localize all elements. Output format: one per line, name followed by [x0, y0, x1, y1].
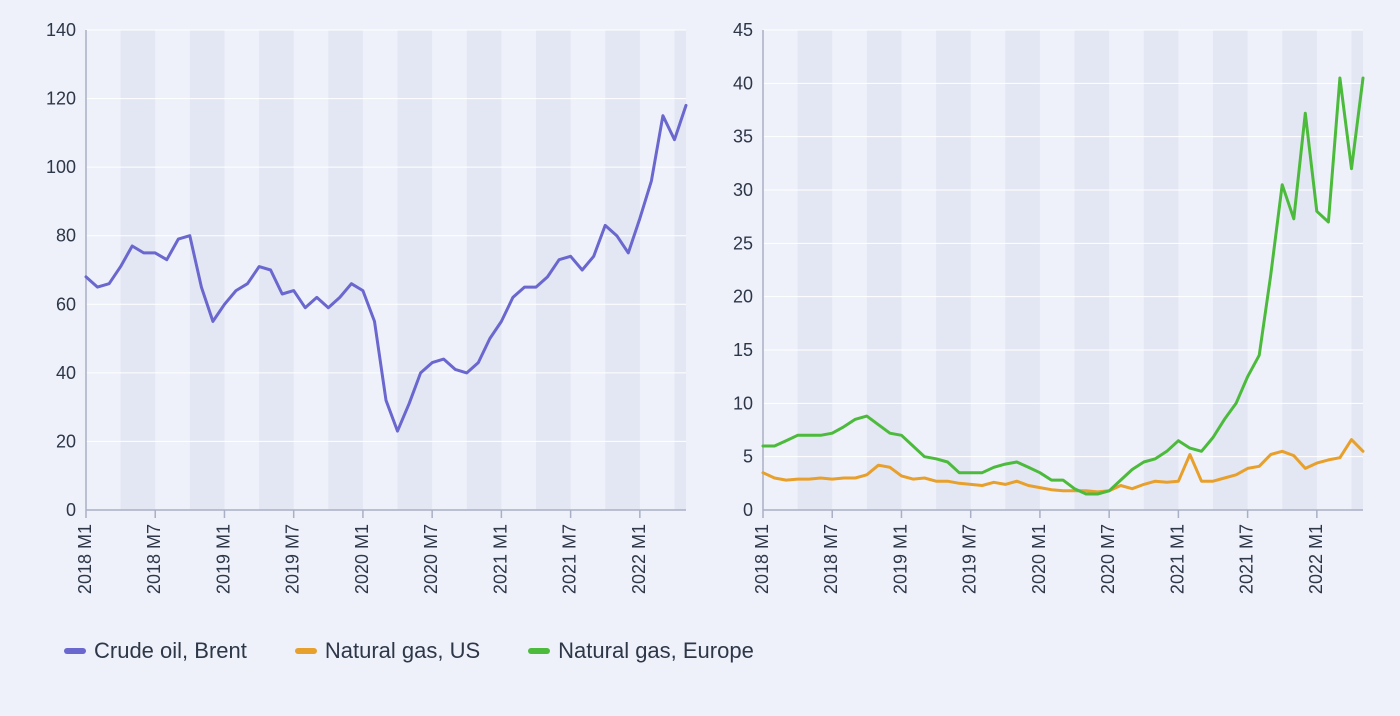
svg-text:25: 25 — [733, 233, 753, 253]
svg-text:0: 0 — [66, 500, 76, 520]
legend-swatch-crude — [64, 648, 86, 654]
svg-text:45: 45 — [733, 20, 753, 40]
charts-row: 0204060801001201402018 M12018 M72019 M12… — [0, 0, 1400, 630]
right-chart: 0 5 10 15 20 25 30 35 40 45 2018 M1 2018 M7 2019 M1 2… — [707, 20, 1370, 630]
svg-text:140: 140 — [46, 20, 76, 40]
svg-text:80: 80 — [56, 226, 76, 246]
svg-text:2020 M7: 2020 M7 — [421, 524, 441, 594]
legend: Crude oil, Brent Natural gas, US Natural… — [0, 630, 1400, 664]
svg-text:100: 100 — [46, 157, 76, 177]
series-gas_eu — [763, 78, 1363, 494]
svg-text:2018 M7: 2018 M7 — [821, 524, 841, 594]
series-crude — [86, 105, 686, 431]
svg-text:35: 35 — [733, 127, 753, 147]
svg-text:20: 20 — [733, 287, 753, 307]
legend-item-crude: Crude oil, Brent — [64, 638, 247, 664]
svg-text:30: 30 — [733, 180, 753, 200]
svg-text:2018 M1: 2018 M1 — [75, 524, 95, 594]
svg-text:2019 M7: 2019 M7 — [960, 524, 980, 594]
svg-text:15: 15 — [733, 340, 753, 360]
svg-text:2021 M1: 2021 M1 — [490, 524, 510, 594]
svg-text:10: 10 — [733, 393, 753, 413]
svg-text:40: 40 — [56, 363, 76, 383]
svg-text:2020 M7: 2020 M7 — [1098, 524, 1118, 594]
svg-text:5: 5 — [743, 447, 753, 467]
svg-text:2020 M1: 2020 M1 — [352, 524, 372, 594]
svg-text:2020 M1: 2020 M1 — [1029, 524, 1049, 594]
series-gas_us — [763, 440, 1363, 492]
svg-text:40: 40 — [733, 73, 753, 93]
legend-item-gas-us: Natural gas, US — [295, 638, 480, 664]
svg-text:2022 M1: 2022 M1 — [629, 524, 649, 594]
legend-label-gas-eu: Natural gas, Europe — [558, 638, 754, 664]
svg-text:2022 M1: 2022 M1 — [1306, 524, 1326, 594]
left-chart: 0 20 40 60 80 100 120 140 2018 M1 2018 M7 2019 M1 2… — [30, 20, 693, 630]
legend-label-gas-us: Natural gas, US — [325, 638, 480, 664]
svg-text:2021 M7: 2021 M7 — [1237, 524, 1257, 594]
legend-item-gas-eu: Natural gas, Europe — [528, 638, 754, 664]
svg-text:0: 0 — [743, 500, 753, 520]
svg-text:2021 M1: 2021 M1 — [1167, 524, 1187, 594]
svg-text:20: 20 — [56, 431, 76, 451]
svg-text:2018 M1: 2018 M1 — [752, 524, 772, 594]
svg-text:2018 M7: 2018 M7 — [144, 524, 164, 594]
svg-text:2021 M7: 2021 M7 — [560, 524, 580, 594]
svg-text:2019 M7: 2019 M7 — [283, 524, 303, 594]
svg-text:2019 M1: 2019 M1 — [890, 524, 910, 594]
svg-text:2019 M1: 2019 M1 — [213, 524, 233, 594]
svg-text:60: 60 — [56, 294, 76, 314]
legend-swatch-gas-eu — [528, 648, 550, 654]
legend-label-crude: Crude oil, Brent — [94, 638, 247, 664]
legend-swatch-gas-us — [295, 648, 317, 654]
svg-text:120: 120 — [46, 89, 76, 109]
